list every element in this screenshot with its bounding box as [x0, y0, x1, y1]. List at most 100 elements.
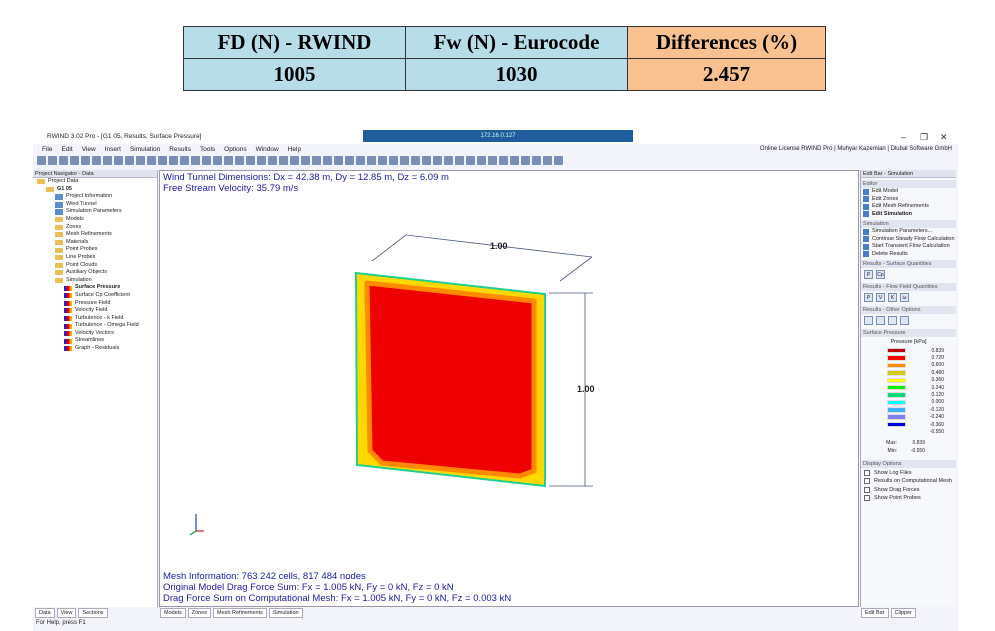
- toolbar-button-icon[interactable]: [510, 156, 519, 165]
- toolbar-button-icon[interactable]: [70, 156, 79, 165]
- flow-v-button[interactable]: V: [876, 293, 885, 302]
- tab-data[interactable]: Data: [35, 608, 55, 618]
- toolbar-button-icon[interactable]: [268, 156, 277, 165]
- tree-item[interactable]: Turbulence - Omega Field: [33, 322, 157, 330]
- surface-quantities-section[interactable]: Results - Surface Quantities: [861, 260, 956, 268]
- toolbar-button-icon[interactable]: [422, 156, 431, 165]
- flow-p-button[interactable]: P: [864, 293, 873, 302]
- editor-section[interactable]: Editor: [861, 180, 956, 188]
- toolbar-button-icon[interactable]: [180, 156, 189, 165]
- editor-item[interactable]: Edit Mesh Refinements: [861, 203, 956, 211]
- toolbar-button-icon[interactable]: [147, 156, 156, 165]
- tab-sections[interactable]: Sections: [78, 608, 108, 618]
- minimize-icon[interactable]: –: [901, 132, 907, 142]
- editor-item[interactable]: Edit Zones: [861, 196, 956, 204]
- tree-item[interactable]: Surface Pressure: [33, 284, 157, 292]
- menu-window[interactable]: Window: [255, 146, 279, 153]
- tab-clipper[interactable]: Clipper: [890, 608, 917, 618]
- flow-k-button[interactable]: K: [888, 293, 897, 302]
- tree-item[interactable]: Surface Cp Coefficient: [33, 292, 157, 300]
- flow-quantities-section[interactable]: Results - Flow Field Quantities: [861, 283, 956, 291]
- tree-item[interactable]: Mesh Refinements: [33, 231, 157, 239]
- tree-item[interactable]: Auxiliary Objects: [33, 269, 157, 277]
- toolbar-button-icon[interactable]: [378, 156, 387, 165]
- toolbar-button-icon[interactable]: [499, 156, 508, 165]
- tree-item[interactable]: Wind Tunnel: [33, 201, 157, 209]
- toolbar-button-icon[interactable]: [444, 156, 453, 165]
- close-icon[interactable]: ✕: [940, 132, 948, 142]
- tree-item[interactable]: Pressure Field: [33, 300, 157, 308]
- toolbar-button-icon[interactable]: [81, 156, 90, 165]
- option-icon-2[interactable]: [876, 316, 885, 325]
- toolbar-button-icon[interactable]: [37, 156, 46, 165]
- menu-file[interactable]: File: [42, 146, 53, 153]
- menu-simulation[interactable]: Simulation: [129, 146, 161, 153]
- cp-button[interactable]: Cp: [876, 270, 885, 279]
- tab-simulation[interactable]: Simulation: [268, 608, 303, 618]
- menu-edit[interactable]: Edit: [61, 146, 73, 153]
- toolbar-button-icon[interactable]: [279, 156, 288, 165]
- other-options-section[interactable]: Results - Other Options: [861, 306, 956, 314]
- toolbar-button-icon[interactable]: [488, 156, 497, 165]
- tree-item[interactable]: Project Information: [33, 193, 157, 201]
- tree-item[interactable]: Point Clouds: [33, 262, 157, 270]
- toolbar-button-icon[interactable]: [48, 156, 57, 165]
- toolbar-button-icon[interactable]: [356, 156, 365, 165]
- display-option[interactable]: Show Log Files: [861, 468, 956, 477]
- simulation-section[interactable]: Simulation: [861, 220, 956, 228]
- toolbar-button-icon[interactable]: [59, 156, 68, 165]
- toolbar-button-icon[interactable]: [455, 156, 464, 165]
- toolbar-button-icon[interactable]: [312, 156, 321, 165]
- toolbar-button-icon[interactable]: [543, 156, 552, 165]
- simulation-item[interactable]: Simulation Parameters...: [861, 228, 956, 236]
- editor-item[interactable]: Edit Simulation: [861, 211, 956, 219]
- menu-options[interactable]: Options: [224, 146, 247, 153]
- option-icon-1[interactable]: [864, 316, 873, 325]
- pressure-button[interactable]: P: [864, 270, 873, 279]
- toolbar-button-icon[interactable]: [235, 156, 244, 165]
- option-icon-3[interactable]: [888, 316, 897, 325]
- toolbar-button-icon[interactable]: [92, 156, 101, 165]
- toolbar-button-icon[interactable]: [103, 156, 112, 165]
- toolbar-button-icon[interactable]: [532, 156, 541, 165]
- maximize-icon[interactable]: ❐: [920, 132, 929, 142]
- toolbar-button-icon[interactable]: [158, 156, 167, 165]
- display-option[interactable]: Results on Computational Mesh: [861, 477, 956, 486]
- simulation-item[interactable]: Continue Steady Flow Calculation: [861, 236, 956, 244]
- checkbox[interactable]: [864, 469, 870, 476]
- toolbar-button-icon[interactable]: [136, 156, 145, 165]
- toolbar-button-icon[interactable]: [257, 156, 266, 165]
- toolbar-button-icon[interactable]: [301, 156, 310, 165]
- option-icon-4[interactable]: [900, 316, 909, 325]
- toolbar-button-icon[interactable]: [367, 156, 376, 165]
- tree-item[interactable]: Simulation: [33, 277, 157, 285]
- toolbar-button-icon[interactable]: [400, 156, 409, 165]
- toolbar-button-icon[interactable]: [345, 156, 354, 165]
- tab-edit-bar[interactable]: Edit Bar: [861, 608, 889, 618]
- menu-insert[interactable]: Insert: [104, 146, 121, 153]
- tree-item[interactable]: Streamlines: [33, 337, 157, 345]
- toolbar-button-icon[interactable]: [202, 156, 211, 165]
- toolbar-button-icon[interactable]: [334, 156, 343, 165]
- tree-item[interactable]: Turbulence - k Field: [33, 315, 157, 323]
- toolbar-button-icon[interactable]: [554, 156, 563, 165]
- tree-item[interactable]: Zones: [33, 224, 157, 232]
- toolbar-button-icon[interactable]: [411, 156, 420, 165]
- toolbar-button-icon[interactable]: [477, 156, 486, 165]
- editor-item[interactable]: Edit Model: [861, 188, 956, 196]
- menu-help[interactable]: Help: [287, 146, 302, 153]
- checkbox[interactable]: [864, 478, 870, 485]
- tab-view[interactable]: View: [56, 608, 77, 618]
- checkbox[interactable]: [864, 495, 870, 502]
- toolbar-button-icon[interactable]: [213, 156, 222, 165]
- tree-item[interactable]: Graph - Residuals: [33, 345, 157, 353]
- display-option[interactable]: Show Drag Forces: [861, 485, 956, 494]
- toolbar-button-icon[interactable]: [114, 156, 123, 165]
- 3d-viewport[interactable]: Wind Tunnel Dimensions: Dx = 42.38 m, Dy…: [159, 170, 859, 607]
- checkbox[interactable]: [864, 486, 870, 493]
- tree-item[interactable]: Point Probes: [33, 246, 157, 254]
- toolbar-button-icon[interactable]: [323, 156, 332, 165]
- tree-item[interactable]: Simulation Parameters: [33, 208, 157, 216]
- toolbar-button-icon[interactable]: [389, 156, 398, 165]
- tab-mesh-refinements[interactable]: Mesh Refinements: [213, 608, 267, 618]
